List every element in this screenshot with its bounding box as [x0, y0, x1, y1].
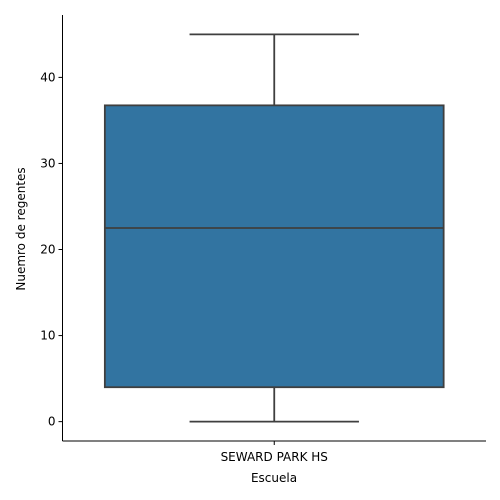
iqr-box	[103, 104, 445, 389]
y-axis-ticks: 0 10 20 30 40	[40, 70, 63, 429]
y-tick-label: 10	[40, 329, 55, 343]
box-group	[103, 33, 445, 423]
y-axis-label: Nuemro de regentes	[14, 167, 28, 290]
x-tick-label: SEWARD PARK HS	[221, 450, 328, 464]
y-tick-label: 0	[48, 415, 56, 429]
x-axis-label: Escuela	[251, 471, 297, 485]
x-axis-ticks: SEWARD PARK HS	[221, 441, 328, 464]
y-tick-label: 20	[40, 243, 55, 257]
plot-area	[103, 33, 445, 423]
y-tick-label: 40	[40, 70, 55, 84]
y-tick-label: 30	[40, 156, 55, 170]
